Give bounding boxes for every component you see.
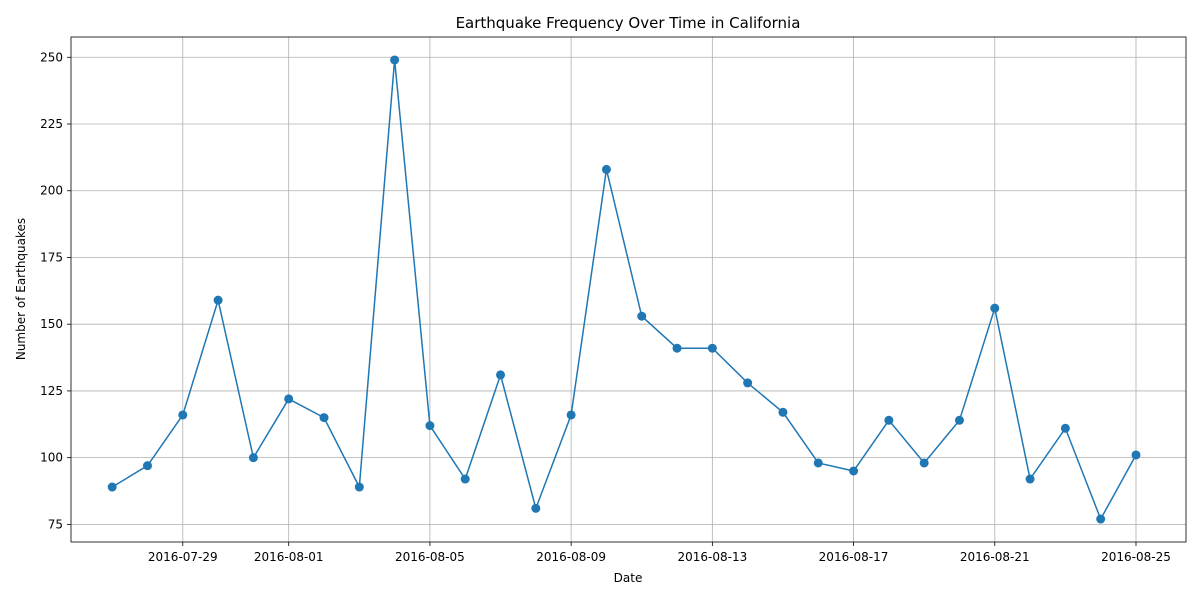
data-point [637,311,647,321]
data-point [248,453,258,463]
data-point [390,55,400,65]
x-tick-label: 2016-08-21 [960,550,1030,564]
data-point [884,415,894,425]
y-tick-label: 175 [40,250,63,264]
chart-title: Earthquake Frequency Over Time in Califo… [456,14,801,32]
data-point [354,482,364,492]
x-tick-label: 2016-08-05 [395,550,465,564]
x-tick-label: 2016-08-17 [819,550,889,564]
data-point [813,458,823,468]
data-point [1096,514,1106,524]
x-tick-label: 2016-08-25 [1101,550,1171,564]
y-tick-label: 125 [40,384,63,398]
y-tick-label: 250 [40,50,63,64]
data-point [919,458,929,468]
grid [71,37,1186,542]
data-point [707,343,717,353]
data-point [849,466,859,476]
data-point [1025,474,1035,484]
data-point [601,164,611,174]
data-point [142,461,152,471]
data-point [107,482,117,492]
data-point [954,415,964,425]
y-tick-label: 75 [48,517,63,531]
x-tick-label: 2016-08-09 [536,550,606,564]
data-point [672,343,682,353]
data-point [213,295,223,305]
data-point [178,410,188,420]
x-tick-label: 2016-08-13 [677,550,747,564]
data-point [566,410,576,420]
x-axis: 2016-07-29 2016-08-01 2016-08-05 2016-08-09… [148,542,1171,564]
data-point [531,503,541,513]
data-point [1060,423,1070,433]
data-point [990,303,1000,313]
x-axis-label: Date [614,571,643,585]
y-tick-label: 150 [40,317,63,331]
y-axis-label: Number of Earthquakes [14,218,28,360]
data-point [496,370,506,380]
y-axis: 75 100 125 150 175 200 225 250 [40,50,71,531]
data-point [425,421,435,431]
x-tick-label: 2016-08-01 [254,550,324,564]
data-point [743,378,753,388]
y-tick-label: 200 [40,184,63,198]
data-point [460,474,470,484]
series-line [111,59,1137,521]
series [107,55,1141,524]
data-point [319,413,329,423]
data-point [1131,450,1141,460]
x-tick-label: 2016-07-29 [148,550,218,564]
data-point [778,407,788,417]
data-point [284,394,294,404]
y-tick-label: 100 [40,451,63,465]
y-tick-label: 225 [40,117,63,131]
plot-frame [70,36,1187,543]
